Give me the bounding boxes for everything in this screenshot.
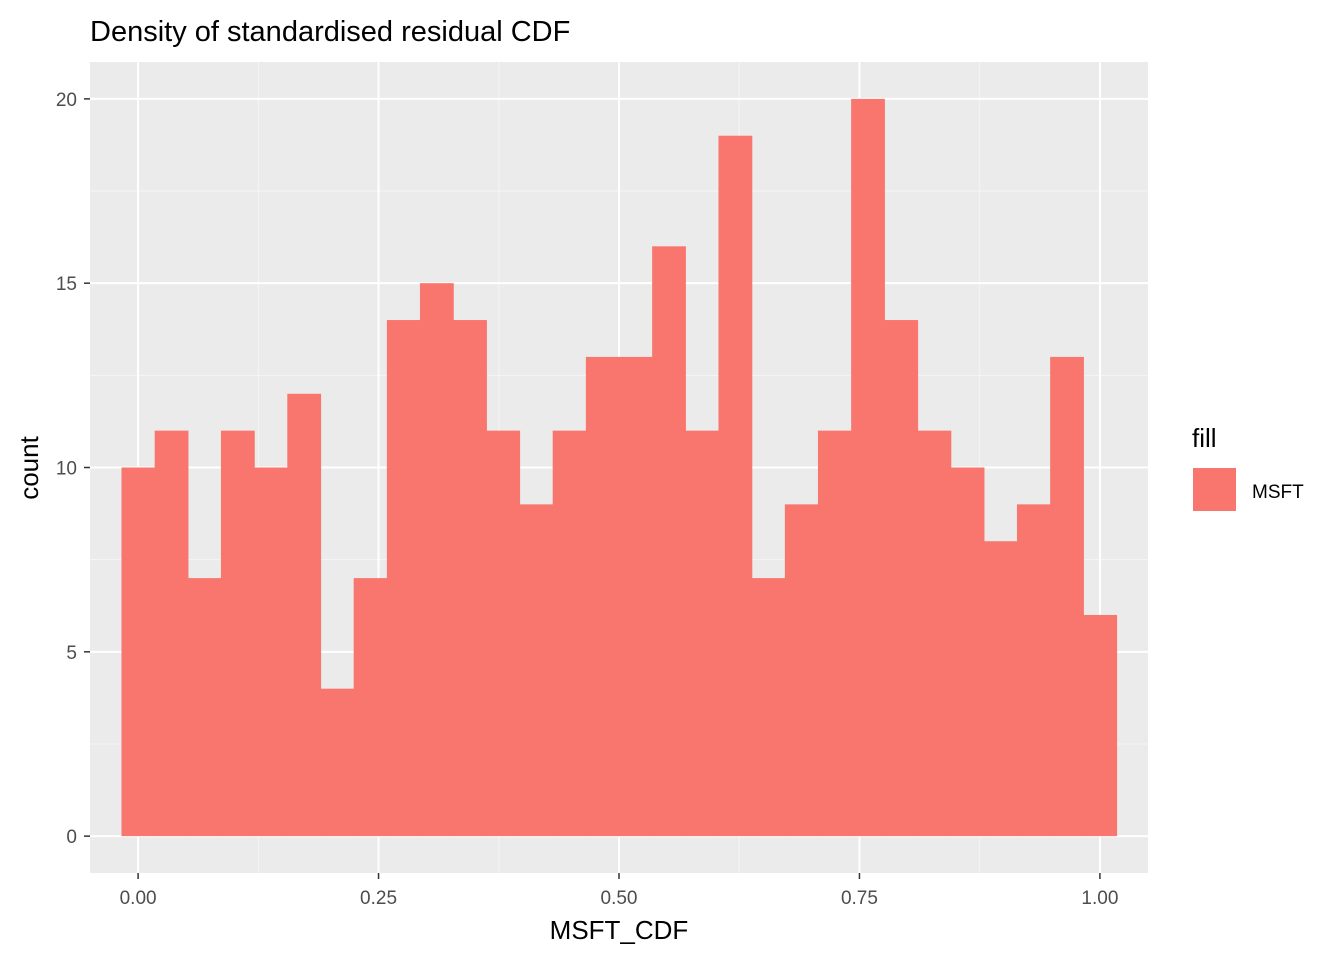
histogram-bar	[154, 430, 189, 837]
histogram-bar	[983, 541, 1018, 837]
histogram-bar	[950, 467, 985, 837]
x-axis-ticks: 0.00 0.25 0.50 0.75 1.00	[120, 873, 1118, 909]
histogram-bar	[220, 430, 255, 837]
histogram-bar	[618, 356, 653, 837]
y-tick-label: 0	[66, 827, 77, 848]
histogram-bar	[187, 578, 222, 837]
y-tick-label: 10	[56, 459, 77, 480]
histogram-bar	[851, 98, 885, 837]
histogram-bar	[1016, 504, 1051, 837]
histogram-bar	[685, 430, 720, 837]
histogram-bar	[917, 430, 952, 837]
legend-title: fill	[1192, 423, 1217, 453]
histogram-bar	[320, 688, 355, 837]
histogram-bar	[519, 504, 554, 837]
histogram-bar	[784, 504, 819, 837]
histogram-bar	[254, 467, 288, 837]
histogram-bar	[486, 430, 521, 837]
histogram-bar	[1050, 356, 1084, 837]
histogram-bar	[585, 356, 620, 837]
histogram-bar	[652, 246, 686, 837]
histogram-bar	[386, 320, 421, 837]
legend: fill MSFT	[1192, 423, 1304, 511]
x-axis-title: MSFT_CDF	[550, 915, 689, 945]
histogram-bar	[121, 467, 156, 837]
histogram-bar	[1083, 614, 1118, 837]
histogram-bar	[419, 283, 454, 837]
y-tick-label: 5	[66, 643, 77, 664]
histogram-bar	[287, 393, 322, 837]
chart-title: Density of standardised residual CDF	[90, 16, 570, 48]
legend-label-msft: MSFT	[1252, 482, 1304, 503]
histogram-bar	[453, 320, 487, 837]
histogram-bar	[718, 135, 753, 837]
histogram-bar	[353, 578, 388, 837]
histogram-bar	[884, 320, 919, 837]
histogram-bars	[121, 98, 1118, 837]
histogram-bar	[751, 578, 786, 837]
x-tick-label: 0.75	[841, 888, 878, 909]
histogram-bar	[817, 430, 852, 837]
y-tick-label: 15	[56, 274, 77, 295]
x-tick-label: 0.25	[360, 888, 397, 909]
x-tick-label: 0.50	[601, 888, 638, 909]
x-tick-label: 0.00	[120, 888, 157, 909]
legend-key-msft	[1193, 468, 1236, 511]
x-tick-label: 1.00	[1081, 888, 1118, 909]
y-axis-title: count	[14, 435, 44, 499]
y-axis-ticks: 0 5 10 15 20	[56, 90, 90, 848]
histogram-bar	[552, 430, 587, 837]
y-tick-label: 20	[56, 90, 77, 111]
